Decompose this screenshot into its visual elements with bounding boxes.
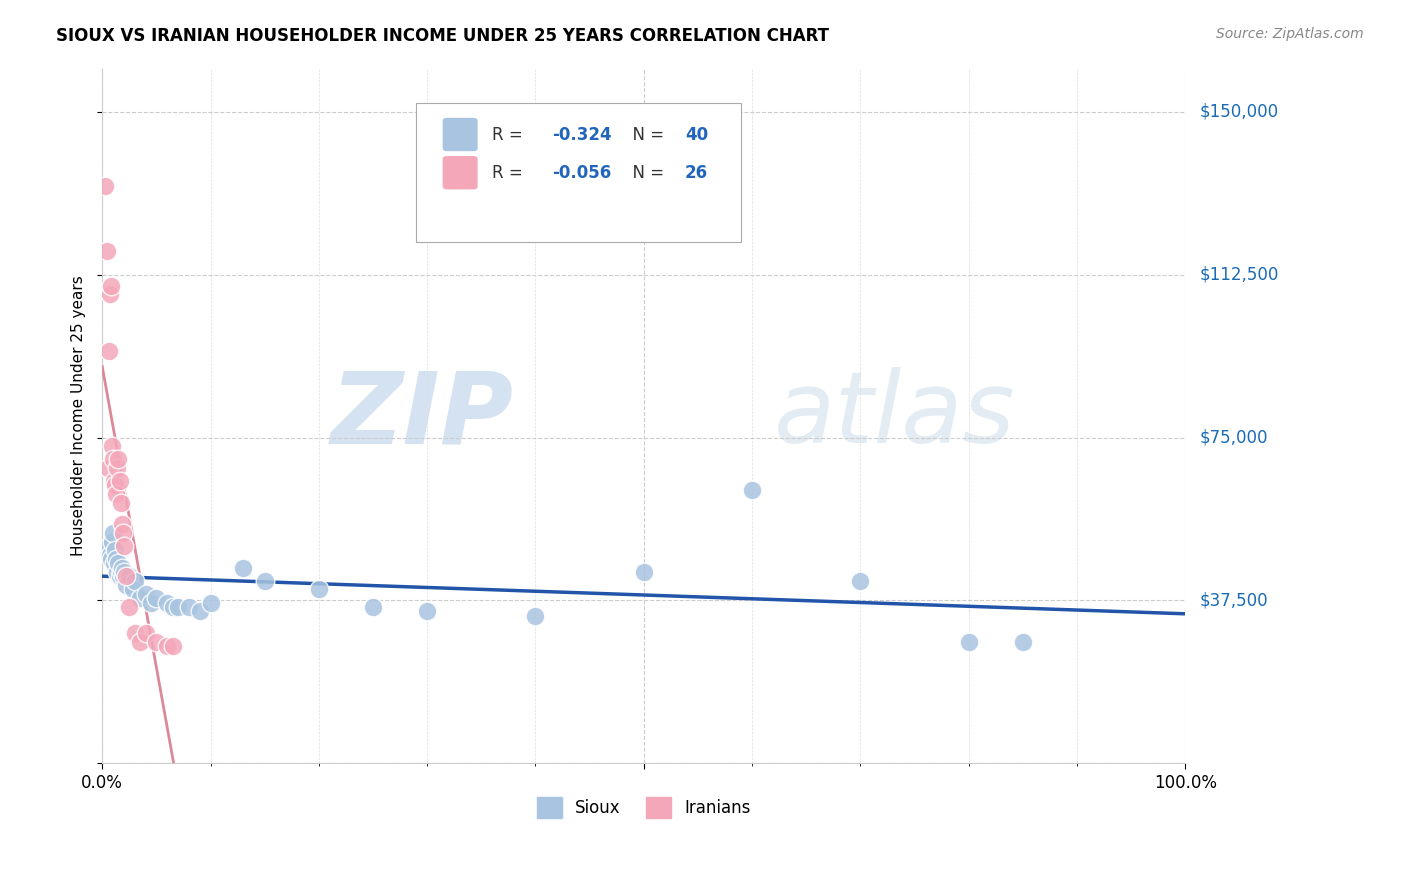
Y-axis label: Householder Income Under 25 years: Householder Income Under 25 years <box>72 276 86 557</box>
Text: $112,500: $112,500 <box>1199 266 1278 284</box>
Text: -0.056: -0.056 <box>551 164 612 182</box>
Point <box>110 565 132 579</box>
Point <box>112 539 135 553</box>
Point <box>105 487 128 501</box>
Point <box>156 639 179 653</box>
Point <box>361 599 384 614</box>
Point <box>105 552 128 566</box>
Point <box>103 557 125 571</box>
Point <box>108 474 131 488</box>
Point <box>97 539 120 553</box>
Point <box>101 526 124 541</box>
Text: Source: ZipAtlas.com: Source: ZipAtlas.com <box>1216 27 1364 41</box>
Point <box>115 569 138 583</box>
Point <box>97 461 120 475</box>
Point <box>162 599 184 614</box>
Point <box>101 439 124 453</box>
Text: atlas: atlas <box>773 368 1015 465</box>
Point <box>633 565 655 579</box>
Text: R =: R = <box>492 164 529 182</box>
Point <box>957 634 980 648</box>
Point <box>124 626 146 640</box>
Point <box>118 599 141 614</box>
Point <box>105 565 128 579</box>
Point <box>103 474 125 488</box>
Point <box>108 569 131 583</box>
Point <box>129 634 152 648</box>
Point <box>104 478 127 492</box>
Text: -0.324: -0.324 <box>551 126 612 144</box>
Point <box>741 483 763 497</box>
Point <box>121 582 143 597</box>
Point <box>111 569 134 583</box>
Point <box>308 582 330 597</box>
Point <box>129 591 152 606</box>
Text: 40: 40 <box>685 126 709 144</box>
FancyBboxPatch shape <box>416 103 741 242</box>
Point <box>162 639 184 653</box>
Point <box>96 244 118 258</box>
Point <box>98 548 121 562</box>
Text: $150,000: $150,000 <box>1199 103 1278 121</box>
Point <box>100 552 122 566</box>
Text: 26: 26 <box>685 164 709 182</box>
Point <box>101 452 124 467</box>
Text: $75,000: $75,000 <box>1199 428 1268 447</box>
Text: R =: R = <box>492 126 529 144</box>
Point <box>124 574 146 588</box>
Text: $37,500: $37,500 <box>1199 591 1268 609</box>
Point <box>135 587 157 601</box>
Point <box>107 452 129 467</box>
Point <box>112 565 135 579</box>
Point <box>200 595 222 609</box>
Point <box>111 526 134 541</box>
FancyBboxPatch shape <box>443 119 477 151</box>
Point <box>849 574 872 588</box>
Point <box>167 599 190 614</box>
Point <box>139 595 162 609</box>
Text: SIOUX VS IRANIAN HOUSEHOLDER INCOME UNDER 25 YEARS CORRELATION CHART: SIOUX VS IRANIAN HOUSEHOLDER INCOME UNDE… <box>56 27 830 45</box>
Point <box>107 557 129 571</box>
Point <box>177 599 200 614</box>
Legend: Sioux, Iranians: Sioux, Iranians <box>530 790 758 824</box>
Point <box>94 178 117 193</box>
Point <box>524 608 547 623</box>
Point <box>416 604 439 618</box>
Point <box>111 517 134 532</box>
Point <box>188 604 211 618</box>
Point <box>232 561 254 575</box>
Point <box>104 543 127 558</box>
Text: N =: N = <box>621 126 669 144</box>
Text: N =: N = <box>621 164 669 182</box>
Point <box>98 287 121 301</box>
FancyBboxPatch shape <box>443 157 477 189</box>
Point <box>97 343 120 358</box>
Point <box>105 461 128 475</box>
Point <box>145 634 167 648</box>
Point <box>156 595 179 609</box>
Point <box>111 561 134 575</box>
Point <box>145 591 167 606</box>
Point <box>1011 634 1033 648</box>
Point <box>115 578 138 592</box>
Point <box>253 574 276 588</box>
Point <box>118 569 141 583</box>
Text: ZIP: ZIP <box>330 368 513 465</box>
Point <box>135 626 157 640</box>
Point <box>100 278 122 293</box>
Point <box>101 534 124 549</box>
Point <box>110 496 132 510</box>
